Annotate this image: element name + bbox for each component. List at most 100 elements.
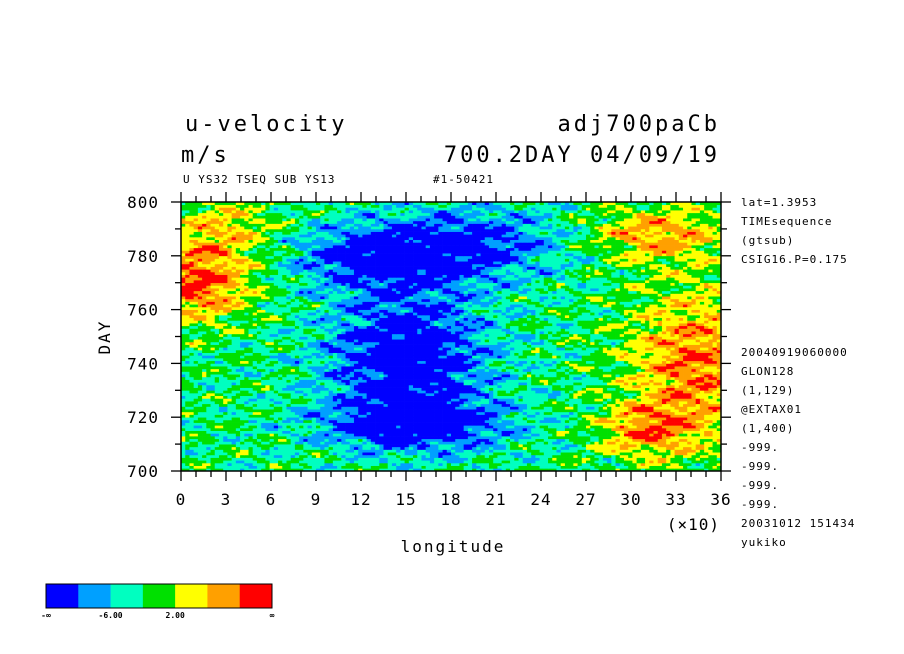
heatmap-cell [678,376,684,380]
heatmap-cell [404,454,410,458]
heatmap-cell [193,401,199,405]
heatmap-cell [438,411,443,415]
heatmap-cell [383,419,389,423]
heatmap-cell [218,374,224,378]
heatmap-cell [716,427,721,431]
heatmap-cell [223,438,228,442]
heatmap-cell [632,392,637,397]
heatmap-cell [716,454,721,458]
heatmap-cell [269,430,275,434]
heatmap-cell [619,398,625,402]
heatmap-cell [404,384,410,388]
heatmap-cell [383,390,389,394]
heatmap-cell [628,387,633,391]
heatmap-cell [645,406,650,410]
heatmap-cell [379,403,384,407]
heatmap-cell [577,387,583,391]
heatmap-cell [623,387,629,391]
heatmap-cell [505,462,511,466]
heatmap-cell [484,366,490,370]
heatmap-cell [463,398,469,402]
heatmap-cell [366,441,372,445]
heatmap-cell [387,401,393,405]
heatmap-cell [303,462,308,466]
heatmap-cell [185,468,190,471]
heatmap-cell [573,374,578,378]
heatmap-cell [332,422,338,426]
heatmap-cell [586,406,591,410]
heatmap-cell [261,371,266,375]
heatmap-cell [531,376,536,380]
heatmap-cell [522,427,528,431]
heatmap-cell [362,462,367,466]
heatmap-cell [189,406,195,410]
heatmap-cell [510,465,515,469]
heatmap-cell [674,376,680,380]
heatmap-cell [193,406,199,410]
heatmap-cell [413,384,418,388]
heatmap-cell [210,457,216,461]
heatmap-cell [598,452,604,456]
heatmap-cell [438,436,443,440]
heatmap-cell [573,449,578,453]
heatmap-cell [214,438,220,442]
heatmap-cell [400,454,405,458]
heatmap-cell [556,403,562,407]
heatmap-cell [189,395,195,399]
heatmap-cell [463,468,469,471]
heatmap-cell [699,425,705,429]
heatmap-cell [459,395,465,399]
heatmap-cell [628,398,633,402]
heatmap-cell [522,376,528,380]
heatmap-cell [273,465,279,469]
heatmap-cell [396,444,401,448]
heatmap-cell [649,425,654,429]
heatmap-cell [666,460,671,464]
heatmap-cell [421,433,427,437]
heatmap-cell [332,462,338,466]
heatmap-cell [581,409,587,413]
heatmap-cell [311,430,317,434]
heatmap-cell [543,446,549,450]
heatmap-cell [552,414,557,418]
heatmap-cell [278,395,283,399]
heatmap-cell [649,446,654,450]
heatmap-cell [324,366,330,370]
heatmap-cell [375,446,380,450]
heatmap-cell [328,417,334,421]
heatmap-cell [615,441,621,445]
heatmap-cell [526,376,532,380]
heatmap-cell [303,398,308,402]
heatmap-cell [493,409,498,413]
heatmap-cell [265,366,270,370]
heatmap-cell [539,371,545,375]
heatmap-cell [223,398,228,402]
heatmap-cell [273,452,279,456]
heatmap-cell [497,446,502,450]
heatmap-cell [552,366,557,370]
heatmap-cell [400,387,405,391]
heatmap-cell [400,414,405,418]
heatmap-cell [273,398,279,402]
heatmap-cell [497,454,502,458]
heatmap-cell [425,422,431,426]
heatmap-cell [341,392,346,397]
heatmap-cell [704,414,709,418]
heatmap-cell [699,368,705,372]
heatmap-cell [560,422,566,426]
heatmap-cell [716,379,721,383]
heatmap-cell [552,406,557,410]
heatmap-cell [581,371,587,375]
heatmap-cell [379,452,384,456]
heatmap-cell [181,390,186,394]
heatmap-cell [531,395,536,399]
heatmap-cell [311,449,317,453]
heatmap-cell [510,460,515,464]
heatmap-cell [353,419,359,423]
heatmap-cell [328,457,334,461]
heatmap-cell [607,366,612,370]
heatmap-cell [299,449,304,453]
heatmap-cell [282,427,287,431]
heatmap-cell [699,454,705,458]
heatmap-cell [543,417,549,421]
